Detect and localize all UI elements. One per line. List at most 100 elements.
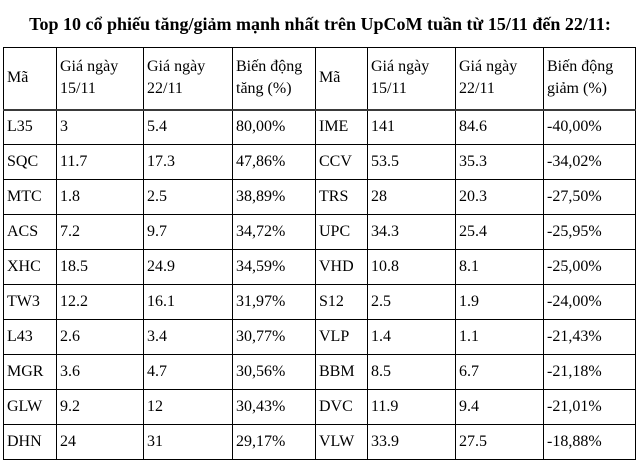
- table-row: MGR 3.6 4.7 30,56% BBM 8.5 6.7 -21,18%: [3, 354, 636, 390]
- table-cell: 18.5: [56, 249, 144, 285]
- column-header: Giá ngày 22/11: [143, 47, 233, 111]
- table-cell: ACS: [3, 214, 57, 250]
- table-cell: 24.9: [143, 249, 233, 285]
- table-header-row: Mã Giá ngày 15/11 Giá ngày 22/11 Biến động …: [3, 47, 636, 111]
- column-header: Mã: [315, 47, 368, 111]
- table-cell: 3.4: [143, 319, 233, 355]
- column-header: Giá ngày 15/11: [56, 47, 144, 111]
- table-cell: GLW: [3, 389, 57, 425]
- table-cell: 9.2: [56, 389, 144, 425]
- table-cell: 12: [143, 389, 233, 425]
- table-cell: 1.4: [367, 319, 456, 355]
- table-cell: 10.8: [367, 249, 456, 285]
- table-cell: 47,86%: [232, 144, 316, 180]
- table-cell: 7.2: [56, 214, 144, 250]
- table-cell: 8.5: [367, 354, 456, 390]
- table-cell: 25.4: [455, 214, 544, 250]
- table-cell: 27.5: [455, 424, 544, 460]
- table-cell: 11.7: [56, 144, 144, 180]
- table-cell: S12: [315, 284, 368, 320]
- table-cell: 9.7: [143, 214, 233, 250]
- table-cell: 80,00%: [232, 109, 316, 145]
- column-header: Mã: [3, 47, 57, 111]
- table-cell: 1.9: [455, 284, 544, 320]
- table-cell: IME: [315, 109, 368, 145]
- table-cell: 34.3: [367, 214, 456, 250]
- table-row: DHN 24 31 29,17% VLW 33.9 27.5 -18,88%: [3, 424, 636, 460]
- table-cell: DHN: [3, 424, 57, 460]
- table-cell: XHC: [3, 249, 57, 285]
- table-cell: 6.7: [455, 354, 544, 390]
- table-cell: -21,18%: [543, 354, 636, 390]
- table-cell: TRS: [315, 179, 368, 215]
- table-cell: 30,77%: [232, 319, 316, 355]
- table-cell: 35.3: [455, 144, 544, 180]
- table-cell: 4.7: [143, 354, 233, 390]
- table-cell: 34,59%: [232, 249, 316, 285]
- table-cell: 5.4: [143, 109, 233, 145]
- table-cell: 34,72%: [232, 214, 316, 250]
- column-header: Biến động giảm (%): [543, 47, 636, 111]
- table-cell: 30,43%: [232, 389, 316, 425]
- table-cell: 9.4: [455, 389, 544, 425]
- table-cell: 3.6: [56, 354, 144, 390]
- table-row: MTC 1.8 2.5 38,89% TRS 28 20.3 -27,50%: [3, 179, 636, 215]
- table-row: ACS 7.2 9.7 34,72% UPC 34.3 25.4 -25,95%: [3, 214, 636, 250]
- table-cell: -27,50%: [543, 179, 636, 215]
- column-header: Giá ngày 22/11: [455, 47, 544, 111]
- column-header: Giá ngày 15/11: [367, 47, 456, 111]
- table-cell: 38,89%: [232, 179, 316, 215]
- table-row: GLW 9.2 12 30,43% DVC 11.9 9.4 -21,01%: [3, 389, 636, 425]
- table-cell: 30,56%: [232, 354, 316, 390]
- table-cell: TW3: [3, 284, 57, 320]
- table-cell: -25,00%: [543, 249, 636, 285]
- table-body: L35 3 5.4 80,00% IME 141 84.6 -40,00% SQC 11.7 17.…: [3, 109, 636, 460]
- table-cell: SQC: [3, 144, 57, 180]
- table-cell: 33.9: [367, 424, 456, 460]
- table-row: XHC 18.5 24.9 34,59% VHD 10.8 8.1 -25,00%: [3, 249, 636, 285]
- table-cell: 29,17%: [232, 424, 316, 460]
- table-row: SQC 11.7 17.3 47,86% CCV 53.5 35.3 -34,02%: [3, 144, 636, 180]
- table-cell: 31: [143, 424, 233, 460]
- table-row: L43 2.6 3.4 30,77% VLP 1.4 1.1 -21,43%: [3, 319, 636, 355]
- table-header: Mã Giá ngày 15/11 Giá ngày 22/11 Biến động …: [3, 47, 636, 111]
- table-cell: 2.5: [367, 284, 456, 320]
- table-cell: 31,97%: [232, 284, 316, 320]
- table-cell: L43: [3, 319, 57, 355]
- table-cell: DVC: [315, 389, 368, 425]
- table-cell: 1.1: [455, 319, 544, 355]
- table-cell: 11.9: [367, 389, 456, 425]
- table-cell: 53.5: [367, 144, 456, 180]
- table-cell: -40,00%: [543, 109, 636, 145]
- table-row: L35 3 5.4 80,00% IME 141 84.6 -40,00%: [3, 109, 636, 145]
- table-cell: 20.3: [455, 179, 544, 215]
- table-cell: UPC: [315, 214, 368, 250]
- table-cell: 16.1: [143, 284, 233, 320]
- table-cell: BBM: [315, 354, 368, 390]
- table-cell: -24,00%: [543, 284, 636, 320]
- table-cell: 141: [367, 109, 456, 145]
- table-cell: 28: [367, 179, 456, 215]
- table-cell: 8.1: [455, 249, 544, 285]
- table-cell: L35: [3, 109, 57, 145]
- table-cell: MTC: [3, 179, 57, 215]
- table-cell: 17.3: [143, 144, 233, 180]
- table-cell: VLP: [315, 319, 368, 355]
- table-cell: -25,95%: [543, 214, 636, 250]
- table-cell: 24: [56, 424, 144, 460]
- table-cell: 2.5: [143, 179, 233, 215]
- table-cell: 2.6: [56, 319, 144, 355]
- table-cell: -21,43%: [543, 319, 636, 355]
- table-cell: 3: [56, 109, 144, 145]
- table-cell: -21,01%: [543, 389, 636, 425]
- table-cell: 1.8: [56, 179, 144, 215]
- table-cell: -34,02%: [543, 144, 636, 180]
- table-cell: VLW: [315, 424, 368, 460]
- table-cell: MGR: [3, 354, 57, 390]
- table-cell: VHD: [315, 249, 368, 285]
- column-header: Biến động tăng (%): [232, 47, 316, 111]
- page-title: Top 10 cổ phiếu tăng/giảm mạnh nhất trên…: [29, 14, 611, 34]
- stock-table: Mã Giá ngày 15/11 Giá ngày 22/11 Biến động …: [3, 47, 636, 460]
- table-cell: 84.6: [455, 109, 544, 145]
- table-cell: -18,88%: [543, 424, 636, 460]
